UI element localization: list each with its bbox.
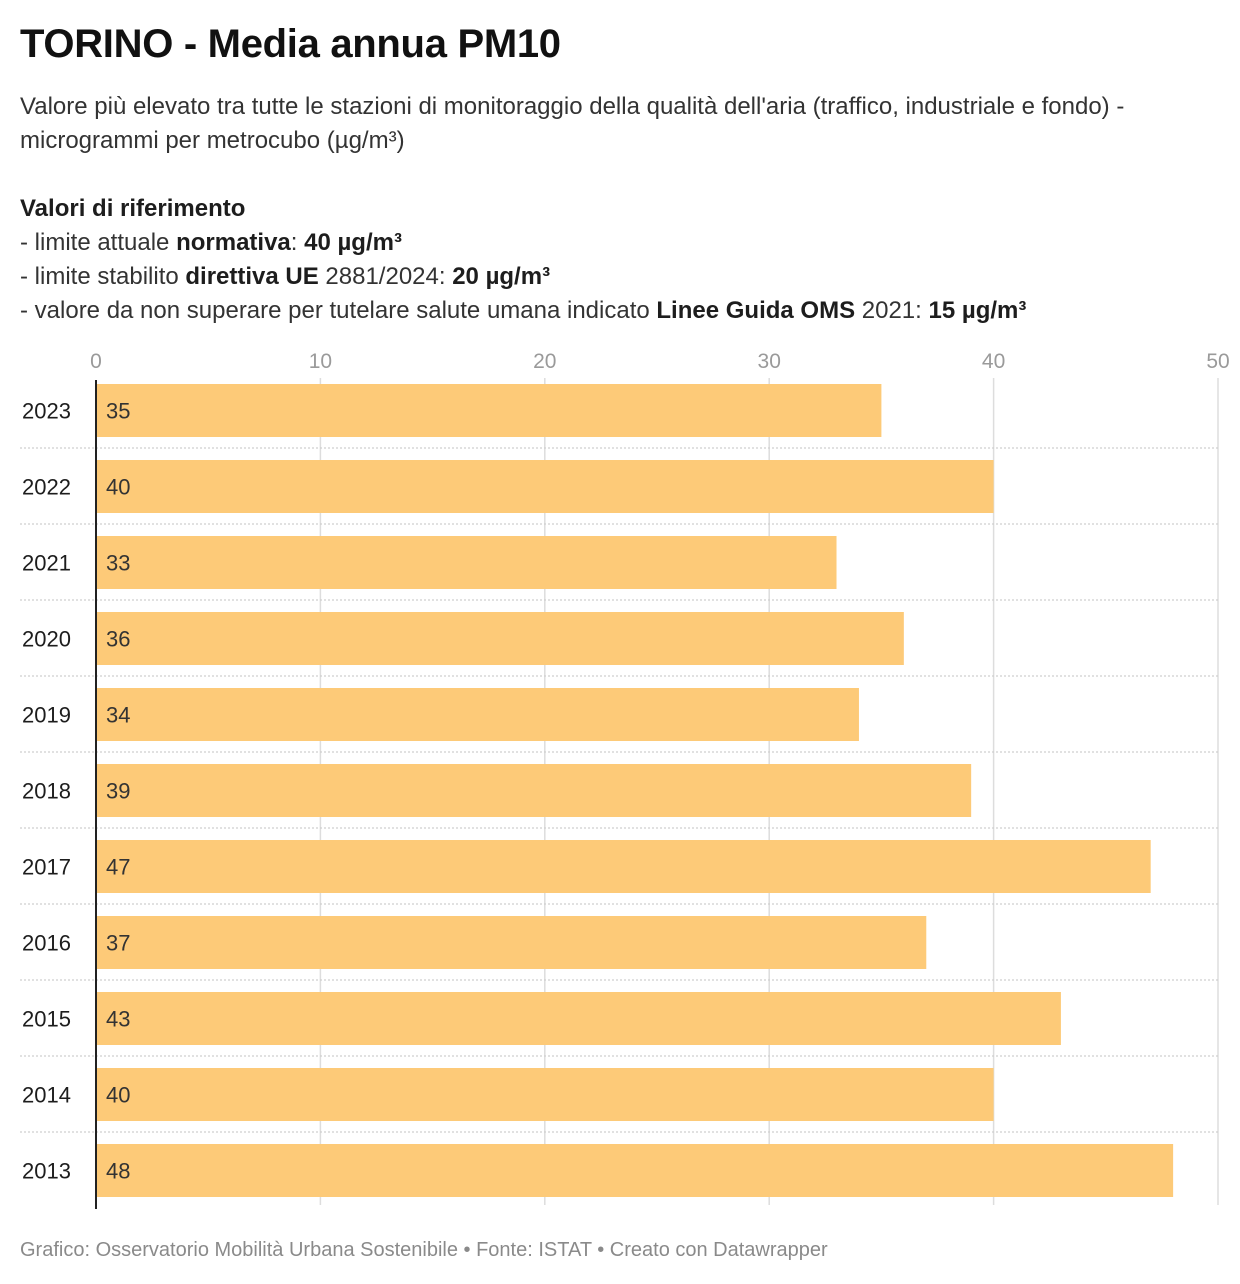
bar-2017	[96, 840, 1151, 893]
x-tick-label: 30	[758, 350, 781, 373]
reference-line-value: 15 µg/m³	[928, 297, 1027, 324]
bars-layer	[96, 384, 1174, 1197]
bar-value-label: 33	[106, 551, 130, 576]
bar-value-label: 48	[106, 1159, 130, 1184]
x-tick-label: 20	[533, 350, 556, 373]
reference-line-bold-label: direttiva UE	[185, 263, 319, 290]
bar-value-label: 39	[106, 779, 130, 804]
bar-value-label: 40	[106, 1083, 130, 1108]
bar-value-label: 40	[106, 475, 130, 500]
bar-2014	[96, 1068, 994, 1121]
reference-line-bold-label: Linee Guida OMS	[656, 297, 856, 324]
chart-title: TORINO - Media annua PM10	[20, 22, 561, 66]
bar-2020	[96, 612, 904, 665]
year-label: 2016	[22, 931, 71, 956]
bar-2019	[96, 688, 859, 741]
year-label: 2014	[22, 1083, 71, 1108]
bar-value-label: 35	[106, 399, 130, 424]
year-label: 2018	[22, 779, 71, 804]
reference-values-block: Valori di riferimento - limite attuale n…	[20, 192, 1220, 328]
reference-line-prefix: - limite stabilito	[20, 263, 186, 290]
bar-value-label: 47	[106, 855, 130, 880]
reference-line-normativa: - limite attuale normativa: 40 µg/m³	[20, 226, 1220, 260]
reference-heading: Valori di riferimento	[20, 195, 246, 222]
reference-line-mid: 2881/2024:	[318, 263, 453, 290]
reference-line-prefix: - limite attuale	[20, 229, 177, 256]
reference-line-prefix: - valore da non superare per tutelare sa…	[20, 297, 657, 324]
bar-2021	[96, 536, 837, 589]
year-label: 2019	[22, 703, 71, 728]
x-tick-label: 10	[309, 350, 332, 373]
x-tick-label: 0	[90, 350, 102, 373]
bar-2018	[96, 764, 972, 817]
bar-2023	[96, 384, 882, 437]
reference-line-direttiva-ue: - limite stabilito direttiva UE 2881/202…	[20, 260, 1220, 294]
reference-line-mid: 2021:	[855, 297, 929, 324]
bar-value-label: 37	[106, 931, 130, 956]
chart-subtitle: Valore più elevato tra tutte le stazioni…	[20, 93, 1125, 154]
x-tick-label: 40	[982, 350, 1005, 373]
year-label: 2020	[22, 627, 71, 652]
year-label: 2015	[22, 1007, 71, 1032]
bar-2015	[96, 992, 1061, 1045]
reference-line-mid: :	[290, 229, 305, 256]
year-label: 2022	[22, 475, 71, 500]
reference-line-bold-label: normativa	[176, 229, 291, 256]
reference-line-value: 20 µg/m³	[452, 263, 551, 290]
year-label: 2023	[22, 399, 71, 424]
labels-layer: 0 10 20 30 40 50 2023 35 2022 40 2021 33 2020 36 2019 3…	[22, 350, 1230, 1209]
bar-chart: 0 10 20 30 40 50 2023 35 2022 40 2021 33 2020 36 2019 3…	[20, 350, 1230, 1209]
bar-value-label: 36	[106, 627, 130, 652]
chart-footer-credit: Grafico: Osservatorio Mobilità Urbana So…	[20, 1239, 828, 1261]
bar-value-label: 34	[106, 703, 130, 728]
reference-line-value: 40 µg/m³	[304, 229, 402, 256]
year-label: 2013	[22, 1159, 71, 1184]
year-label: 2021	[22, 551, 71, 576]
x-tick-label: 50	[1206, 350, 1229, 373]
reference-line-oms: - valore da non superare per tutelare sa…	[20, 294, 1220, 328]
bar-2016	[96, 916, 927, 969]
year-label: 2017	[22, 855, 71, 880]
bar-value-label: 43	[106, 1007, 130, 1032]
bar-2022	[96, 460, 994, 513]
bar-2013	[96, 1144, 1174, 1197]
